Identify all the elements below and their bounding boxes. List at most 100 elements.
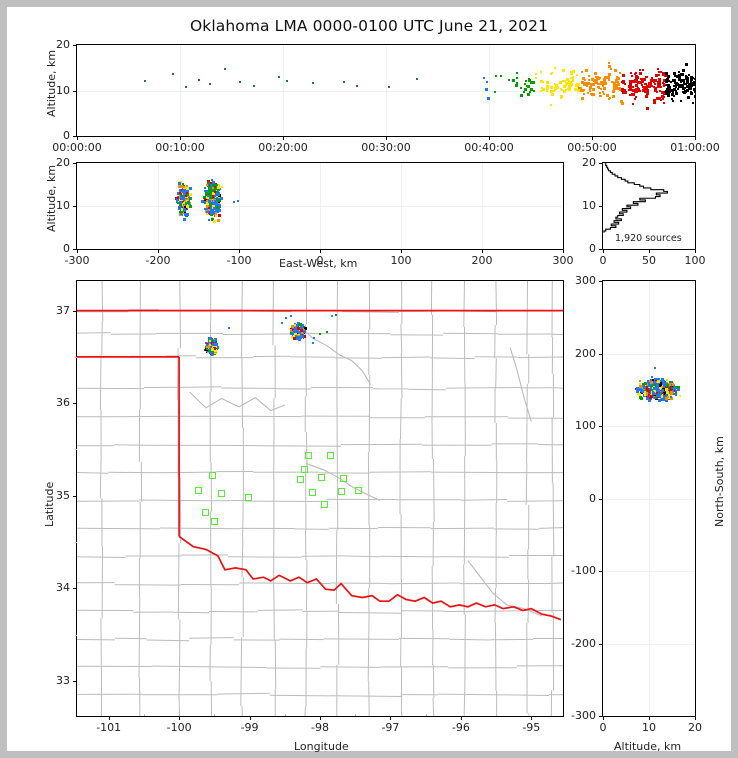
lma-source-point — [628, 88, 632, 92]
lma-source-point — [217, 207, 221, 211]
lma-source-point — [606, 94, 610, 98]
lma-source-point — [651, 84, 654, 87]
lma-source-point — [181, 189, 185, 193]
lma-source-point — [293, 334, 296, 337]
sources-count-annotation: 1,920 sources — [615, 233, 682, 244]
lma-source-point — [289, 315, 292, 318]
lma-source-point — [646, 388, 650, 392]
lma-source-point — [216, 218, 220, 222]
lma-source-point — [662, 81, 665, 84]
lma-source-point — [539, 79, 543, 83]
lma-source-point — [639, 385, 643, 389]
lma-source-point — [185, 194, 188, 197]
lma-source-point — [185, 204, 189, 208]
lma-source-point — [665, 387, 669, 391]
lma-source-point — [638, 383, 641, 386]
lma-source-point — [515, 84, 519, 88]
lma-source-point — [639, 72, 643, 76]
lma-source-point — [692, 101, 695, 104]
axis-tick-mark — [283, 136, 284, 140]
axis-tick-label: -97 — [381, 721, 400, 734]
axis-tick-mark — [73, 680, 77, 682]
lma-source-point — [214, 193, 218, 197]
lma-source-point — [608, 97, 611, 100]
lma-source-point — [649, 381, 653, 385]
lma-source-point — [212, 191, 216, 195]
axis-tick-label: 10 — [642, 721, 656, 734]
axis-tick-mark — [77, 249, 78, 253]
axis-tick-label: 20 — [688, 721, 702, 734]
axis-tick-mark — [649, 249, 650, 253]
lma-source-point — [672, 84, 675, 87]
lma-source-point — [218, 204, 222, 208]
lma-source-point — [640, 81, 643, 84]
lma-source-point — [567, 78, 570, 81]
axis-tick-label: 0 — [63, 242, 70, 255]
lma-source-point — [635, 386, 639, 390]
lma-source-point — [660, 71, 663, 74]
lma-source-point — [676, 88, 679, 91]
lma-source-point — [297, 326, 300, 330]
lma-source-point — [612, 81, 616, 85]
lma-source-point — [621, 79, 625, 83]
lma-source-point — [237, 199, 240, 202]
lma-source-point — [658, 71, 661, 74]
lma-source-point — [658, 96, 662, 100]
lma-station-marker — [309, 489, 317, 497]
lma-source-point — [634, 72, 637, 75]
lma-source-point — [214, 191, 218, 194]
lma-source-point — [690, 88, 693, 91]
lma-source-point — [651, 391, 655, 395]
lma-source-point — [646, 107, 650, 111]
lma-source-point — [614, 83, 617, 86]
lma-source-point — [209, 213, 212, 216]
lma-source-point — [599, 92, 602, 95]
lma-source-point — [674, 85, 677, 88]
lma-source-point — [645, 76, 648, 79]
axis-tick-label: 10 — [582, 199, 596, 212]
lma-source-point — [678, 395, 681, 398]
lma-source-point — [215, 206, 219, 210]
lma-source-point — [607, 73, 611, 77]
panel-plan-view-map — [76, 280, 564, 717]
axis-tick-label: 33 — [56, 673, 70, 687]
lma-source-point — [665, 84, 668, 87]
lma-source-point — [209, 351, 212, 355]
lma-source-point — [640, 388, 644, 392]
axis-tick-mark — [320, 716, 321, 720]
lma-source-point — [649, 78, 653, 82]
lma-source-point — [211, 181, 215, 185]
lma-source-point — [657, 382, 660, 385]
lma-source-point — [627, 88, 630, 91]
lma-source-point — [549, 90, 553, 94]
lma-source-point — [577, 83, 581, 87]
lma-source-point — [210, 207, 213, 210]
lma-source-point — [608, 61, 611, 64]
lma-source-point — [641, 382, 644, 385]
axis-tick-mark — [73, 495, 77, 497]
lma-source-point — [527, 93, 531, 97]
lma-source-point — [212, 189, 216, 193]
lma-source-point — [663, 95, 666, 98]
lma-source-point — [631, 88, 635, 92]
lma-source-point — [210, 188, 214, 192]
lma-source-point — [622, 73, 626, 77]
axis-tick-mark — [599, 498, 603, 500]
lma-source-point — [649, 85, 652, 88]
lma-source-point — [684, 74, 687, 77]
lma-source-point — [304, 326, 308, 330]
lma-source-point — [205, 213, 208, 216]
lma-source-point — [661, 388, 665, 392]
lma-source-point — [184, 214, 187, 217]
lma-source-point — [673, 387, 677, 391]
lma-source-point — [645, 385, 649, 389]
axis-minor-tick — [143, 713, 145, 716]
lma-source-point — [655, 391, 658, 394]
axis-tick-label: 100 — [684, 254, 706, 267]
axis-tick-label: 10 — [56, 199, 70, 212]
lma-source-point — [545, 81, 549, 85]
lma-source-point — [217, 199, 221, 203]
lma-station-marker — [208, 471, 216, 479]
axis-tick-label: -200 — [571, 636, 596, 650]
lma-source-point — [569, 72, 573, 76]
